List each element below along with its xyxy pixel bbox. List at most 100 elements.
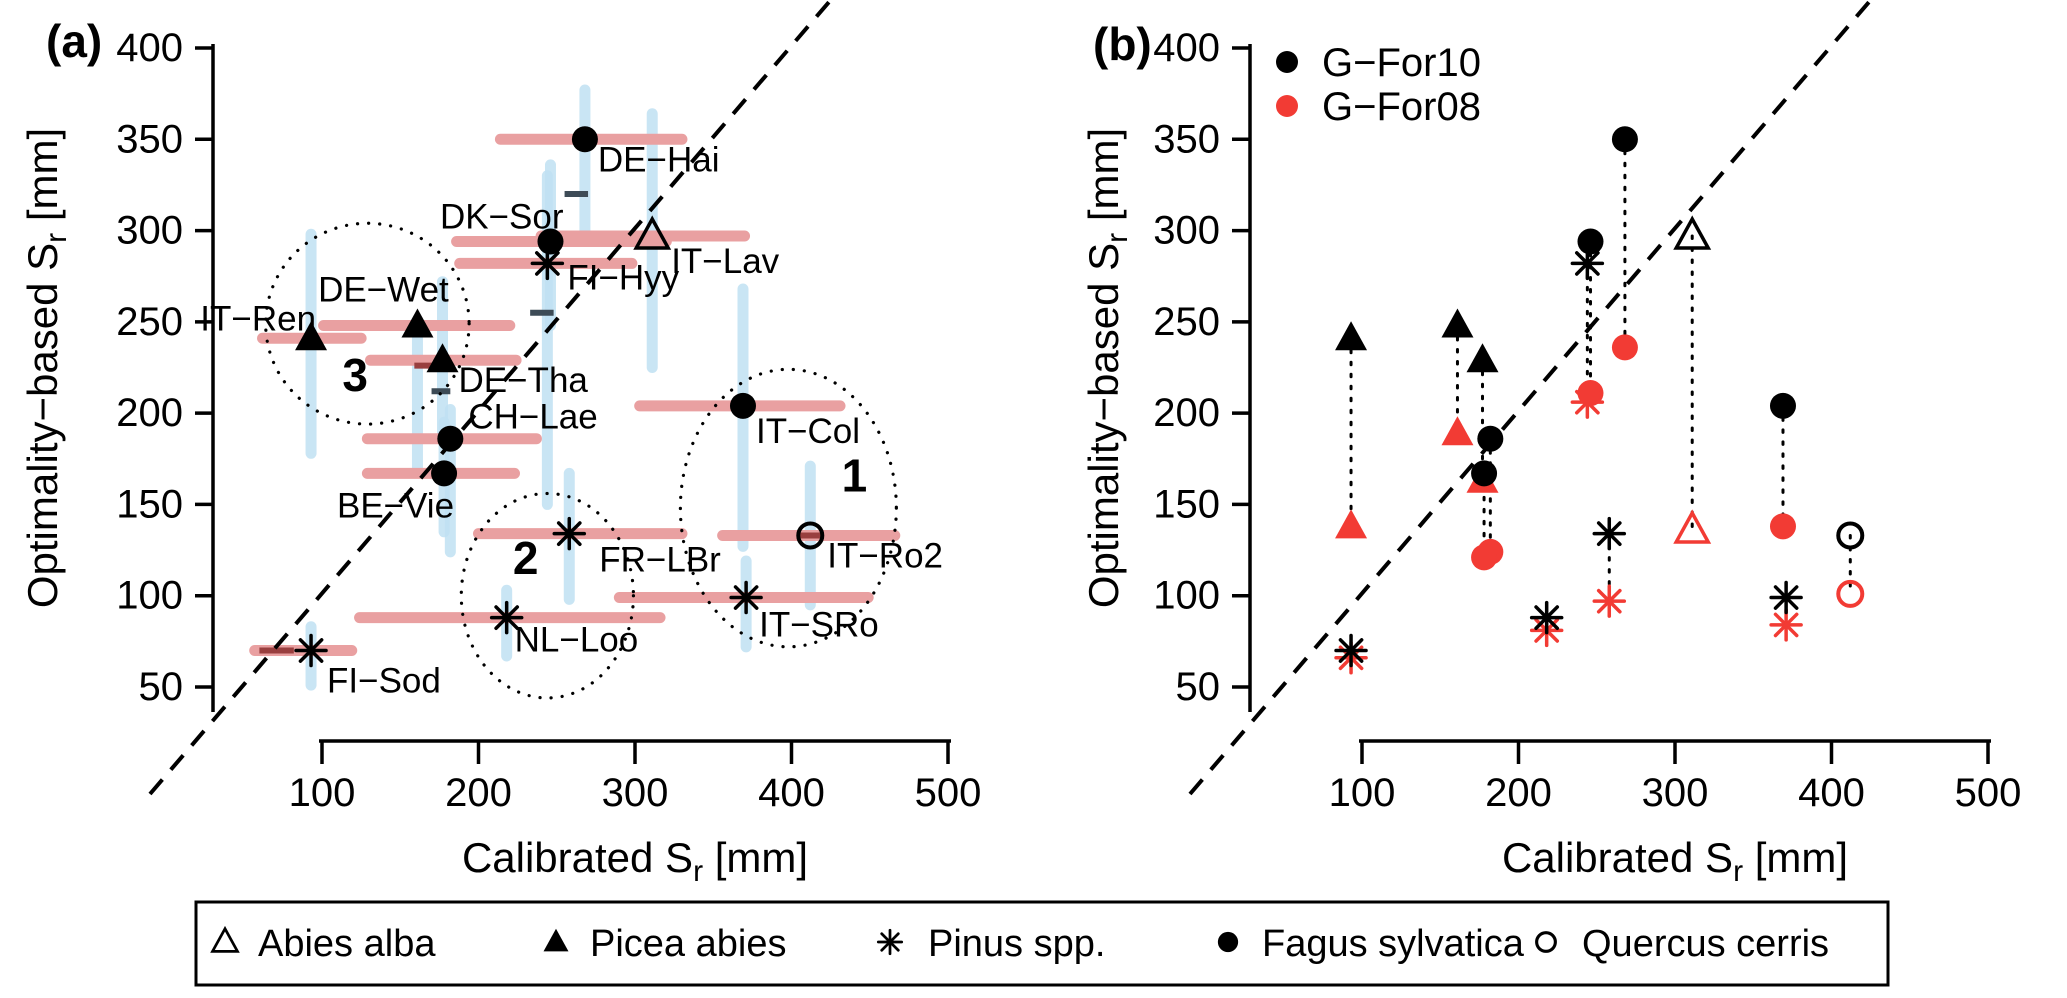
- y-tick-label-300: 300: [116, 209, 183, 253]
- species-legend-symbol-circle-filled: [1217, 931, 1239, 953]
- point-gfor08-de-wet: [1441, 416, 1474, 446]
- y-tick-label-150: 150: [116, 482, 183, 526]
- cluster-ellipse-2: [459, 491, 636, 700]
- y-tick-label-300: 300: [1153, 209, 1220, 253]
- point-gfor10-de-wet: [1441, 308, 1474, 338]
- point-gfor10-fi-hyy: [1570, 246, 1605, 281]
- species-legend-symbol-triangle-open: [210, 925, 240, 953]
- site-label-dk-sor: DK−Sor: [440, 198, 564, 237]
- point-gfor10-it-sro: [1769, 580, 1803, 615]
- point-it-lav: [633, 215, 672, 250]
- x-tick-label-100: 100: [289, 771, 356, 815]
- x-axis-title: Calibrated Sr [mm]: [462, 834, 808, 888]
- cluster-ellipse-3: [264, 221, 471, 426]
- point-gfor08-it-lav: [1673, 509, 1712, 544]
- x-tick-label-200: 200: [445, 771, 512, 815]
- y-tick-label-250: 250: [1153, 300, 1220, 344]
- y-tick-label-350: 350: [116, 117, 183, 161]
- panel-b: 50 100 150 200 250 300 350 400 100 200 300 400 500 Ca…: [1080, 0, 2021, 888]
- gfor10-legend-dot: [1276, 51, 1298, 73]
- point-gfor08-it-sro: [1769, 608, 1803, 642]
- y-axis-title: Optimality−based Sr [mm]: [19, 128, 73, 608]
- y-axis-title: Optimality−based Sr [mm]: [1080, 128, 1134, 608]
- point-de-wet: [401, 308, 434, 338]
- x-tick-label-100: 100: [1329, 771, 1396, 815]
- site-label-fi-sod: FI−Sod: [327, 661, 441, 700]
- one-to-one-line: [1188, 0, 1874, 796]
- x-tick-label-300: 300: [602, 771, 669, 815]
- y-tick-label-150: 150: [1153, 482, 1220, 526]
- point-gfor10-ch-lae: [1477, 425, 1504, 452]
- site-label-de-tha: DE−Tha: [459, 361, 589, 400]
- point-it-ren: [295, 321, 328, 351]
- species-legend-label-abies-alba: Abies alba: [258, 923, 436, 965]
- species-legend-symbol-circle-open: [1535, 931, 1557, 953]
- cluster-ellipse-1: [678, 367, 898, 649]
- species-legend-item-quercus-cerris: Quercus cerris: [1535, 923, 1829, 965]
- point-gfor10-be-vie: [1471, 460, 1498, 487]
- point-fi-hyy: [530, 246, 565, 281]
- site-label-it-col: IT−Col: [756, 412, 860, 451]
- point-de-tha: [426, 343, 459, 373]
- point-it-col: [729, 392, 756, 419]
- point-gfor10-dk-sor: [1577, 228, 1604, 255]
- point-gfor08-fr-lbr: [1592, 584, 1627, 618]
- point-gfor08-de-hai: [1611, 334, 1638, 361]
- gfor08-legend-dot: [1276, 95, 1298, 117]
- y-tick-label-100: 100: [1153, 574, 1220, 618]
- point-nl-loo: [489, 600, 524, 635]
- species-legend-box: [194, 900, 1890, 987]
- point-gfor10-fr-lbr: [1592, 516, 1627, 551]
- site-label-be-vie: BE−Vie: [337, 486, 454, 525]
- site-label-de-wet: DE−Wet: [318, 271, 449, 310]
- y-tick-label-250: 250: [116, 300, 183, 344]
- point-gfor10-de-tha: [1466, 343, 1499, 373]
- point-gfor08-it-col: [1769, 513, 1796, 540]
- point-gfor08-be-vie: [1471, 544, 1498, 571]
- y-tick-label-200: 200: [1153, 391, 1220, 435]
- species-legend-item-fagus-sylvatica: Fagus sylvatica: [1217, 923, 1525, 965]
- site-label-it-ro2: IT−Ro2: [827, 536, 943, 575]
- point-it-sro: [729, 580, 763, 615]
- species-legend: Abies alba Picea abies Pinus spp. Fagus syl…: [194, 900, 1890, 987]
- y-tick-label-50: 50: [1176, 665, 1221, 709]
- cluster-number-2: 2: [513, 532, 539, 584]
- x-tick-label-500: 500: [915, 771, 982, 815]
- x-tick-label-400: 400: [1798, 771, 1865, 815]
- species-legend-label-picea-abies: Picea abies: [590, 923, 786, 965]
- point-gfor10-fi-sod: [1334, 633, 1368, 668]
- species-legend-label-quercus-cerris: Quercus cerris: [1582, 923, 1829, 965]
- point-gfor10-it-lav: [1673, 215, 1712, 250]
- point-dk-sor: [537, 228, 564, 255]
- species-legend-item-picea-abies: Picea abies: [543, 923, 786, 965]
- species-legend-symbol-triangle-filled: [543, 928, 569, 952]
- site-label-ch-lae: CH−Lae: [468, 398, 597, 437]
- site-label-fr-lbr: FR−LBr: [599, 541, 721, 580]
- site-label-it-ren: IT−Ren: [200, 299, 316, 338]
- species-legend-item-abies-alba: Abies alba: [210, 923, 436, 965]
- one-to-one-line: [148, 0, 834, 796]
- site-label-de-hai: DE−Hai: [598, 140, 720, 179]
- x-tick-label-400: 400: [758, 771, 825, 815]
- panel-a-letter: (a): [46, 15, 102, 67]
- site-label-fi-hyy: FI−Hyy: [567, 258, 679, 297]
- panel-b-letter: (b): [1093, 18, 1152, 70]
- axes: 50 100 150 200 250 300 350 400 100 200 300 400 500 Ca…: [1080, 26, 2021, 888]
- y-tick-label-350: 350: [1153, 117, 1220, 161]
- point-gfor10-it-ren: [1335, 321, 1368, 351]
- point-ch-lae: [437, 425, 464, 452]
- x-axis-title: Calibrated Sr [mm]: [1502, 834, 1848, 888]
- point-fi-sod: [294, 633, 328, 668]
- species-legend-label-fagus-sylvatica: Fagus sylvatica: [1262, 923, 1525, 965]
- x-tick-label-300: 300: [1642, 771, 1709, 815]
- y-tick-label-100: 100: [116, 574, 183, 618]
- point-gfor08-it-ren: [1335, 509, 1368, 539]
- point-gfor10-it-ro2: [1836, 521, 1865, 550]
- point-gfor10-de-hai: [1611, 126, 1638, 153]
- cluster-number-1: 1: [842, 450, 868, 502]
- point-it-ro2: [796, 521, 825, 550]
- x-tick-label-200: 200: [1485, 771, 1552, 815]
